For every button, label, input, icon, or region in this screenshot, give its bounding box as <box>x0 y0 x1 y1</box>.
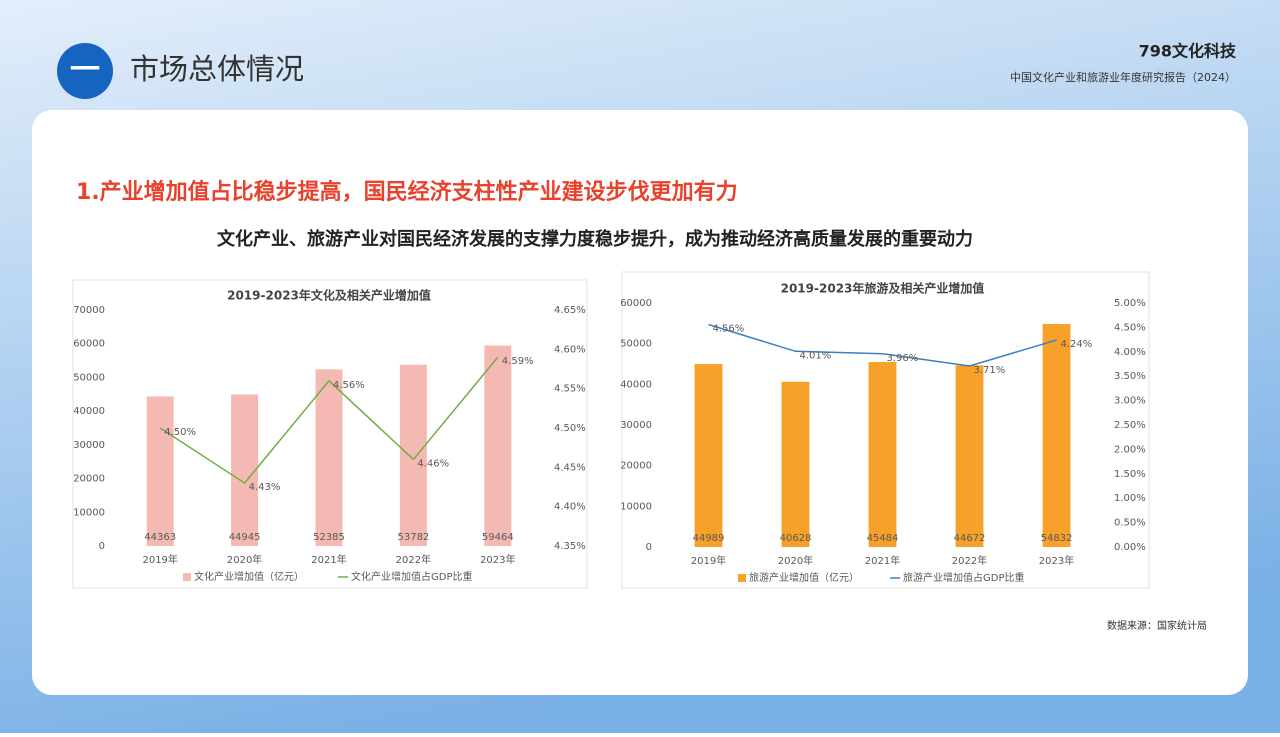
y-tick-label: 30000 <box>73 440 105 451</box>
y2-tick-label: 4.35% <box>554 541 586 552</box>
legend-label: 文化产业增加值占GDP比重 <box>351 570 472 583</box>
headline: 1.产业增加值占比稳步提高，国民经济支柱性产业建设步伐更加有力 <box>76 179 738 205</box>
chart-title: 2019-2023年文化及相关产业增加值 <box>227 288 431 303</box>
y2-tick-label: 4.40% <box>554 502 586 513</box>
y2-tick-label: 1.50% <box>1114 469 1146 480</box>
bar <box>399 364 427 546</box>
line <box>708 323 1057 367</box>
y-tick-label: 0 <box>646 542 652 553</box>
chart-title: 2019-2023年旅游及相关产业增加值 <box>781 281 985 296</box>
data-label: 45484 <box>867 533 899 544</box>
y2-tick-label: 4.45% <box>554 462 586 473</box>
data-label: 44945 <box>229 532 261 543</box>
data-label: 40628 <box>780 533 812 544</box>
data-label: 4.46% <box>417 458 449 469</box>
y2-tick-label: 2.00% <box>1114 444 1146 455</box>
line <box>159 356 499 485</box>
x-tick-label: 2023年 <box>1039 554 1074 567</box>
y2-tick-label: 4.50% <box>1114 322 1146 333</box>
y-tick-label: 10000 <box>73 507 105 518</box>
badge-text: 一 <box>70 53 100 88</box>
data-label: 4.56% <box>713 323 745 334</box>
y2-tick-label: 1.00% <box>1114 493 1146 504</box>
data-label: 3.96% <box>887 353 919 364</box>
bar <box>694 364 723 547</box>
y2-tick-label: 2.50% <box>1114 420 1146 431</box>
y2-tick-label: 4.50% <box>554 423 586 434</box>
y-tick-label: 60000 <box>73 339 105 350</box>
report-name: 中国文化产业和旅游业年度研究报告（2024） <box>1010 70 1236 84</box>
y2-tick-label: 3.00% <box>1114 396 1146 407</box>
data-label: 4.43% <box>249 482 281 493</box>
data-label: 4.59% <box>502 356 534 367</box>
data-label: 4.50% <box>164 427 196 438</box>
bar <box>231 394 259 546</box>
y-tick-label: 30000 <box>620 420 652 431</box>
data-label: 4.01% <box>800 350 832 361</box>
y-tick-label: 50000 <box>620 339 652 350</box>
data-label: 44363 <box>144 532 176 543</box>
subheadline: 文化产业、旅游产业对国民经济发展的支撑力度稳步提升，成为推动经济高质量发展的重要… <box>217 228 973 250</box>
data-label: 3.71% <box>974 365 1006 376</box>
x-tick-label: 2022年 <box>952 554 987 567</box>
bar <box>955 365 984 547</box>
data-label: 52385 <box>313 532 345 543</box>
x-tick-label: 2022年 <box>396 553 431 566</box>
y2-tick-label: 4.65% <box>554 305 586 316</box>
legend-swatch <box>183 573 191 581</box>
bar <box>868 362 897 547</box>
bar <box>146 396 174 546</box>
bar <box>484 345 512 546</box>
y2-tick-label: 3.50% <box>1114 371 1146 382</box>
x-tick-label: 2019年 <box>142 553 177 566</box>
y-tick-label: 20000 <box>620 461 652 472</box>
section-title: 市场总体情况 <box>130 52 304 86</box>
y-tick-label: 10000 <box>620 501 652 512</box>
badge <box>57 43 113 99</box>
data-label: 54832 <box>1041 533 1073 544</box>
bar <box>315 369 343 546</box>
data-label: 44672 <box>954 533 986 544</box>
legend-label: 文化产业增加值（亿元） <box>194 570 304 583</box>
data-label: 59464 <box>482 532 514 543</box>
x-tick-label: 2019年 <box>691 554 726 567</box>
x-tick-label: 2021年 <box>865 554 900 567</box>
bar <box>1042 324 1071 547</box>
y-tick-label: 0 <box>99 541 105 552</box>
y-tick-label: 60000 <box>620 298 652 309</box>
x-tick-label: 2023年 <box>480 553 515 566</box>
x-tick-label: 2020年 <box>227 553 262 566</box>
legend-label: 旅游产业增加值（亿元） <box>749 571 859 584</box>
y2-tick-label: 4.55% <box>554 384 586 395</box>
y2-tick-label: 5.00% <box>1114 298 1146 309</box>
data-label: 53782 <box>397 532 429 543</box>
y2-tick-label: 0.50% <box>1114 518 1146 529</box>
y-tick-label: 70000 <box>73 305 105 316</box>
data-label: 4.24% <box>1061 339 1093 350</box>
y-tick-label: 40000 <box>73 406 105 417</box>
source: 数据来源：国家统计局 <box>1107 619 1207 632</box>
y-tick-label: 20000 <box>73 474 105 485</box>
y2-tick-label: 0.00% <box>1114 542 1146 553</box>
y-tick-label: 50000 <box>73 372 105 383</box>
y-tick-label: 40000 <box>620 379 652 390</box>
data-label: 4.56% <box>333 380 365 391</box>
y2-tick-label: 4.60% <box>554 344 586 355</box>
legend-label: 旅游产业增加值占GDP比重 <box>903 571 1024 584</box>
x-tick-label: 2021年 <box>311 553 346 566</box>
data-label: 44989 <box>693 533 725 544</box>
legend-swatch <box>738 574 746 582</box>
y2-tick-label: 4.00% <box>1114 347 1146 358</box>
logo: 798文化科技 <box>1139 42 1237 61</box>
bar <box>781 381 810 547</box>
x-tick-label: 2020年 <box>778 554 813 567</box>
